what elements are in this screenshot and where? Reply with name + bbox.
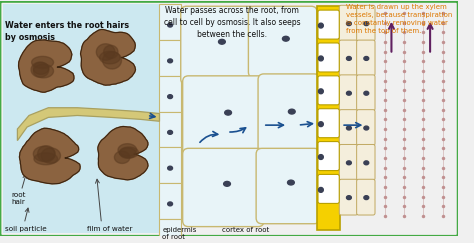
Bar — [159, 4, 181, 40]
Ellipse shape — [168, 130, 173, 134]
FancyBboxPatch shape — [318, 76, 339, 105]
Text: Water enters the root hairs
by osmosis: Water enters the root hairs by osmosis — [5, 21, 129, 42]
Circle shape — [319, 122, 323, 127]
Text: epidermis
of root: epidermis of root — [163, 227, 197, 240]
Circle shape — [319, 155, 323, 159]
FancyBboxPatch shape — [356, 110, 375, 145]
Text: Water passes across the root, from
cell to cell by osmosis. It also seeps
betwee: Water passes across the root, from cell … — [164, 6, 300, 39]
Polygon shape — [33, 62, 49, 74]
Polygon shape — [19, 128, 80, 184]
Ellipse shape — [364, 196, 369, 200]
Polygon shape — [104, 45, 118, 59]
Polygon shape — [119, 147, 138, 158]
FancyBboxPatch shape — [339, 40, 357, 76]
Polygon shape — [18, 40, 74, 92]
FancyBboxPatch shape — [339, 179, 357, 215]
FancyBboxPatch shape — [356, 5, 375, 41]
Ellipse shape — [364, 91, 369, 95]
Text: cortex of root: cortex of root — [222, 227, 270, 233]
Ellipse shape — [364, 57, 369, 60]
Text: Water is drawn up the xylem
vessels, because transpiration
is constantly removin: Water is drawn up the xylem vessels, bec… — [346, 4, 452, 34]
Polygon shape — [98, 127, 148, 180]
FancyBboxPatch shape — [318, 43, 339, 72]
Ellipse shape — [219, 39, 225, 44]
FancyBboxPatch shape — [0, 1, 458, 236]
Ellipse shape — [346, 91, 351, 95]
Polygon shape — [120, 148, 136, 158]
Ellipse shape — [225, 110, 231, 115]
FancyBboxPatch shape — [182, 148, 264, 227]
Bar — [159, 219, 181, 243]
Circle shape — [319, 89, 323, 94]
Text: film of water: film of water — [87, 226, 133, 232]
Ellipse shape — [364, 161, 369, 165]
Bar — [159, 183, 181, 219]
Bar — [159, 76, 181, 112]
Ellipse shape — [168, 59, 173, 63]
Polygon shape — [18, 108, 159, 141]
Ellipse shape — [346, 161, 351, 165]
Bar — [3, 4, 159, 233]
Ellipse shape — [168, 23, 173, 27]
Ellipse shape — [288, 180, 294, 185]
FancyBboxPatch shape — [318, 142, 339, 171]
Text: root
hair: root hair — [11, 192, 26, 205]
FancyBboxPatch shape — [339, 75, 357, 111]
Polygon shape — [118, 144, 137, 156]
Ellipse shape — [364, 126, 369, 130]
Polygon shape — [33, 64, 54, 78]
Circle shape — [319, 187, 323, 192]
Ellipse shape — [224, 182, 230, 186]
Polygon shape — [37, 146, 55, 162]
Polygon shape — [81, 29, 136, 85]
FancyBboxPatch shape — [356, 75, 375, 111]
FancyBboxPatch shape — [318, 109, 339, 138]
Polygon shape — [34, 153, 58, 165]
Bar — [159, 40, 181, 76]
Polygon shape — [100, 51, 120, 64]
Text: soil particle: soil particle — [5, 226, 46, 232]
FancyBboxPatch shape — [339, 144, 357, 180]
FancyBboxPatch shape — [181, 6, 256, 85]
Ellipse shape — [168, 95, 173, 99]
Polygon shape — [103, 52, 121, 69]
Bar — [159, 147, 181, 183]
Polygon shape — [114, 151, 130, 164]
Polygon shape — [96, 44, 115, 60]
Ellipse shape — [364, 22, 369, 26]
FancyBboxPatch shape — [182, 76, 266, 157]
Circle shape — [319, 56, 323, 61]
FancyBboxPatch shape — [318, 10, 339, 39]
FancyBboxPatch shape — [256, 148, 320, 224]
Ellipse shape — [288, 109, 295, 114]
FancyBboxPatch shape — [248, 6, 317, 78]
FancyBboxPatch shape — [356, 144, 375, 180]
FancyBboxPatch shape — [339, 5, 357, 41]
Ellipse shape — [168, 202, 173, 206]
Ellipse shape — [283, 36, 289, 41]
FancyBboxPatch shape — [318, 174, 339, 203]
Ellipse shape — [346, 196, 351, 200]
Ellipse shape — [346, 126, 351, 130]
Ellipse shape — [168, 166, 173, 170]
Bar — [159, 112, 181, 147]
Polygon shape — [33, 146, 55, 162]
Polygon shape — [41, 148, 61, 163]
FancyBboxPatch shape — [356, 179, 375, 215]
FancyBboxPatch shape — [356, 40, 375, 76]
Polygon shape — [31, 62, 49, 77]
Polygon shape — [32, 56, 54, 68]
Ellipse shape — [346, 57, 351, 60]
Bar — [317, 6, 340, 230]
Ellipse shape — [346, 22, 351, 26]
FancyBboxPatch shape — [258, 74, 320, 157]
Circle shape — [319, 23, 323, 28]
FancyBboxPatch shape — [339, 110, 357, 145]
